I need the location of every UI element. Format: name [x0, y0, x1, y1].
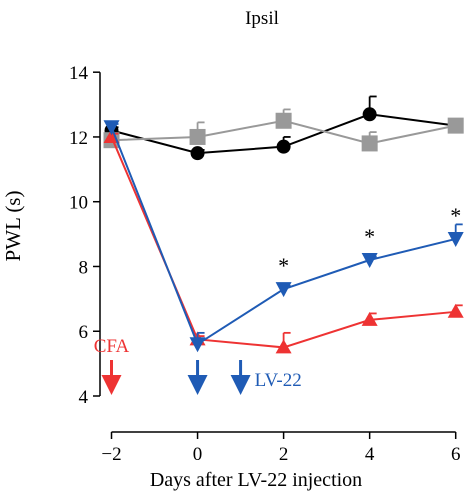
x-tick-label: −2 [101, 444, 121, 465]
arrow-head [230, 375, 251, 395]
significance-marker: * [278, 253, 289, 278]
data-point [189, 128, 206, 145]
significance-marker: * [450, 203, 461, 228]
data-point [275, 112, 292, 129]
series-line [110, 136, 456, 349]
data-point [362, 107, 377, 122]
x-tick-label: 2 [279, 444, 289, 465]
data-point [361, 135, 378, 152]
arrow-head [187, 375, 208, 395]
y-tick-label: 8 [79, 257, 89, 278]
annotations: * * * CFA LV-22 [94, 203, 461, 395]
data-point [275, 282, 292, 298]
data-point [361, 253, 378, 268]
y-tick-label: 6 [79, 322, 89, 343]
axes: 4 6 8 10 12 14 −2 0 2 4 6 [69, 63, 460, 465]
significance-marker: * [364, 224, 375, 249]
series-4 [103, 120, 464, 353]
y-tick-label: 10 [69, 193, 88, 214]
data-point [103, 120, 120, 136]
x-tick-label: 4 [365, 444, 375, 465]
data-point [447, 303, 464, 318]
data-point [447, 231, 464, 247]
series-layer [103, 95, 464, 354]
data-point [447, 117, 464, 134]
y-tick-label: 14 [69, 63, 89, 84]
data-point [189, 337, 206, 353]
chart-title: Ipsil [245, 8, 279, 29]
y-axis-label: PWL (s) [1, 191, 25, 262]
y-tick-label: 4 [79, 387, 89, 408]
annotation-lv22: LV-22 [255, 370, 302, 391]
data-point [276, 139, 291, 154]
x-axis-label: Days after LV-22 injection [150, 469, 362, 491]
x-tick-label: 0 [193, 444, 203, 465]
series-line [110, 126, 456, 346]
x-tick-label: 6 [451, 444, 461, 465]
data-point [275, 339, 292, 354]
annotation-cfa: CFA [94, 336, 130, 357]
data-point [361, 311, 378, 326]
arrow-head [101, 375, 122, 395]
data-point [190, 146, 205, 161]
y-tick-label: 12 [69, 128, 88, 149]
